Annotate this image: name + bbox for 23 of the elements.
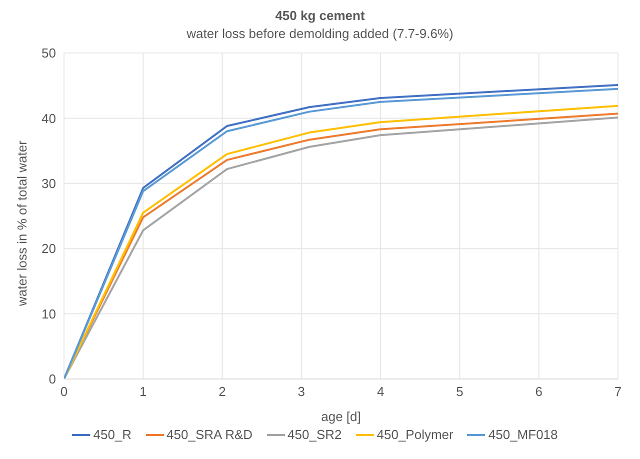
x-tick-label: 1 — [140, 384, 147, 400]
x-tick-label: 2 — [218, 384, 226, 400]
y-tick-label: 0 — [48, 372, 56, 387]
x-tick-label: 0 — [60, 384, 68, 400]
chart-title: 450 kg cement — [274, 8, 366, 23]
x-axis-title: age [d] — [321, 409, 361, 424]
legend-label: 450_SRA R&D — [166, 427, 253, 442]
x-tick-label: 7 — [614, 384, 622, 400]
y-axis-title: water loss in % of total water — [14, 140, 30, 307]
y-tick-label: 20 — [42, 241, 56, 256]
legend-label: 450_SR2 — [288, 427, 342, 442]
legend-label: 450_Polymer — [376, 427, 454, 442]
y-tick-label: 40 — [42, 110, 56, 126]
y-tick-label: 50 — [42, 46, 56, 61]
legend-label: 450_MF018 — [488, 427, 558, 442]
x-tick-label: 6 — [535, 384, 542, 400]
x-tick-label: 4 — [376, 384, 384, 400]
y-tick-label: 30 — [42, 176, 56, 192]
x-tick-label: 3 — [298, 384, 306, 400]
y-tick-label: 10 — [42, 306, 56, 322]
x-tick-label: 5 — [456, 384, 464, 400]
chart-subtitle: water loss before demolding added (7.7-9.6%) — [186, 26, 454, 41]
legend-label: 450_R — [93, 427, 132, 442]
